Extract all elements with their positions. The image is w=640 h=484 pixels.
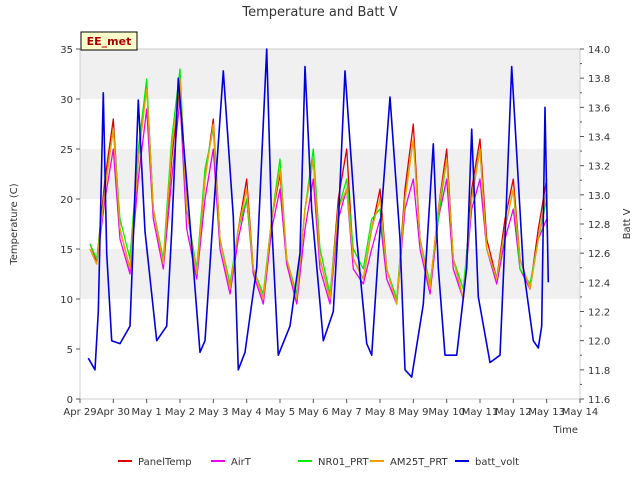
y2-tick-label: 12.6: [588, 249, 610, 260]
station-tag-text: EE_met: [87, 35, 132, 48]
x-tick-label: Apr 29: [63, 407, 96, 418]
y-tick-label: 10: [60, 295, 73, 306]
x-tick-label: May 4: [232, 407, 262, 418]
x-axis-label: Time: [553, 425, 578, 436]
y2-tick-label: 13.6: [588, 103, 610, 114]
y-tick-label: 30: [60, 95, 73, 106]
y-tick-label: 35: [60, 45, 73, 56]
x-axis: Apr 29 Apr 30 May 1 May 2 May 3 May 4 May 5 May…: [63, 399, 598, 418]
x-tick-label: May 6: [298, 407, 328, 418]
legend-label-batt_volt: batt_volt: [475, 457, 519, 468]
x-tick-label: May 7: [332, 407, 362, 418]
x-tick-label: May 8: [365, 407, 395, 418]
y2-tick-label: 11.8: [588, 366, 610, 377]
series-line-batt_volt: [87, 48, 550, 378]
y2-tick-label: 13.0: [588, 191, 610, 202]
grid-band: [80, 49, 580, 99]
legend-label-paneltemp: PanelTemp: [138, 457, 192, 468]
y2-tick-label: 13.8: [588, 74, 610, 85]
y-tick-label: 25: [60, 145, 73, 156]
y-tick-label: 15: [60, 245, 73, 256]
x-tick-label: May 11: [462, 407, 499, 418]
x-tick-label: May 10: [428, 407, 465, 418]
x-tick-label: May 14: [562, 407, 599, 418]
x-tick-label: Apr 30: [97, 407, 130, 418]
chart-title: Temperature and Batt V: [241, 5, 397, 20]
legend-label-nr01_prt: NR01_PRT: [318, 457, 369, 468]
y-axis-label: Temperature (C): [9, 183, 20, 265]
left-axis: 0 5 10 15 20 25 30 35: [60, 45, 80, 406]
x-tick-label: May 9: [398, 407, 428, 418]
grid-band: [80, 149, 580, 199]
legend: PanelTemp AirT NR01_PRT AM25T_PRT batt_volt: [118, 457, 519, 468]
x-tick-label: May 5: [265, 407, 295, 418]
y2-tick-label: 12.8: [588, 220, 610, 231]
y-tick-label: 5: [67, 345, 73, 356]
y2-tick-label: 12.0: [588, 337, 610, 348]
series-line-am25t_prt: [89, 78, 548, 305]
y2-axis-label: Batt V: [622, 208, 633, 239]
x-tick-label: May 3: [198, 407, 228, 418]
x-tick-label: May 13: [528, 407, 565, 418]
right-axis: 11.6 11.8 12.0 12.2 12.4 12.6 12.8 13.0 13.2 13.4…: [580, 45, 610, 406]
y2-tick-label: 12.2: [588, 308, 610, 319]
y-tick-label: 0: [67, 395, 73, 406]
series-layer: [87, 48, 550, 378]
grid-bands: [80, 49, 580, 299]
y2-tick-label: 11.6: [588, 395, 610, 406]
y2-tick-label: 13.2: [588, 162, 610, 173]
legend-label-am25t_prt: AM25T_PRT: [390, 457, 449, 468]
y-tick-label: 20: [60, 195, 73, 206]
x-tick-label: May 2: [165, 407, 195, 418]
x-tick-label: May 1: [132, 407, 162, 418]
x-tick-label: May 12: [495, 407, 532, 418]
y2-tick-label: 13.4: [588, 133, 610, 144]
y2-tick-label: 14.0: [588, 45, 610, 56]
series-line-airt: [89, 98, 548, 305]
legend-label-airt: AirT: [231, 457, 252, 468]
station-tag: EE_met: [80, 31, 138, 51]
y2-tick-label: 12.4: [588, 278, 610, 289]
